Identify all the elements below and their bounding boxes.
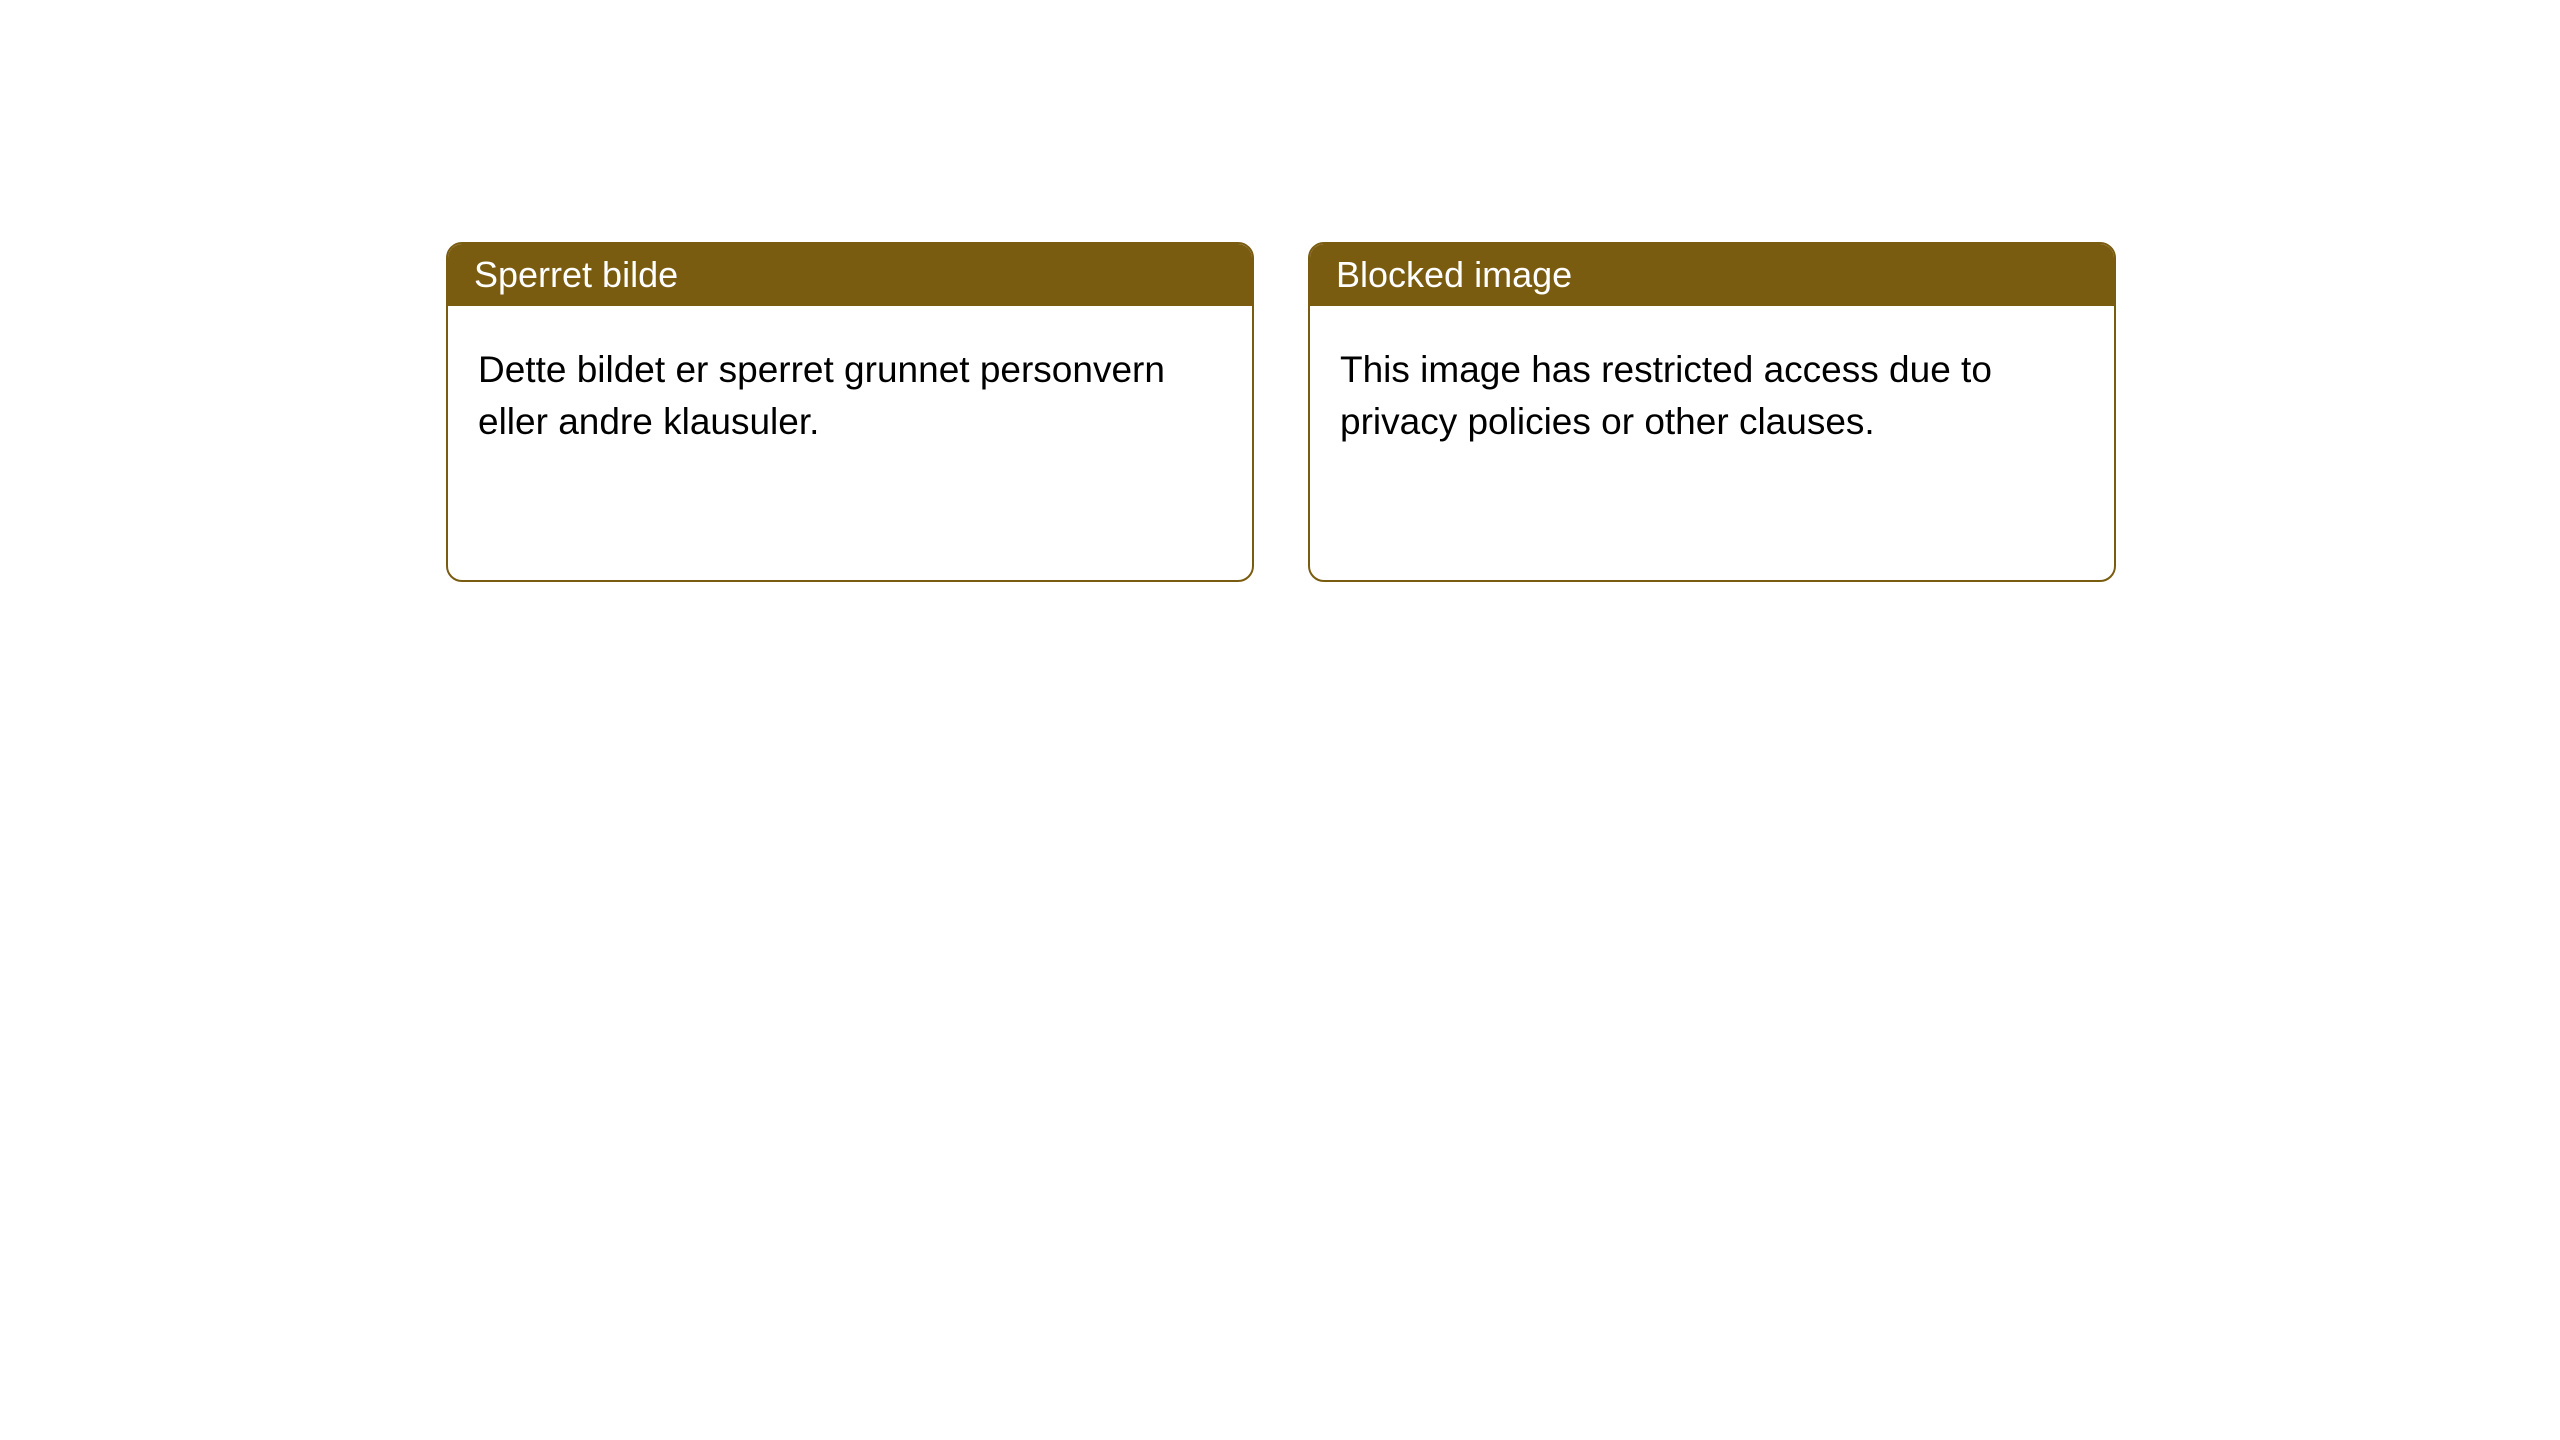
card-body-english: This image has restricted access due to … — [1310, 306, 2114, 486]
card-header-english: Blocked image — [1310, 244, 2114, 306]
card-text-english: This image has restricted access due to … — [1340, 349, 1992, 442]
card-title-norwegian: Sperret bilde — [474, 254, 678, 295]
card-text-norwegian: Dette bildet er sperret grunnet personve… — [478, 349, 1165, 442]
card-title-english: Blocked image — [1336, 254, 1572, 295]
notice-container: Sperret bilde Dette bildet er sperret gr… — [0, 0, 2560, 582]
notice-card-norwegian: Sperret bilde Dette bildet er sperret gr… — [446, 242, 1254, 582]
card-body-norwegian: Dette bildet er sperret grunnet personve… — [448, 306, 1252, 486]
notice-card-english: Blocked image This image has restricted … — [1308, 242, 2116, 582]
card-header-norwegian: Sperret bilde — [448, 244, 1252, 306]
